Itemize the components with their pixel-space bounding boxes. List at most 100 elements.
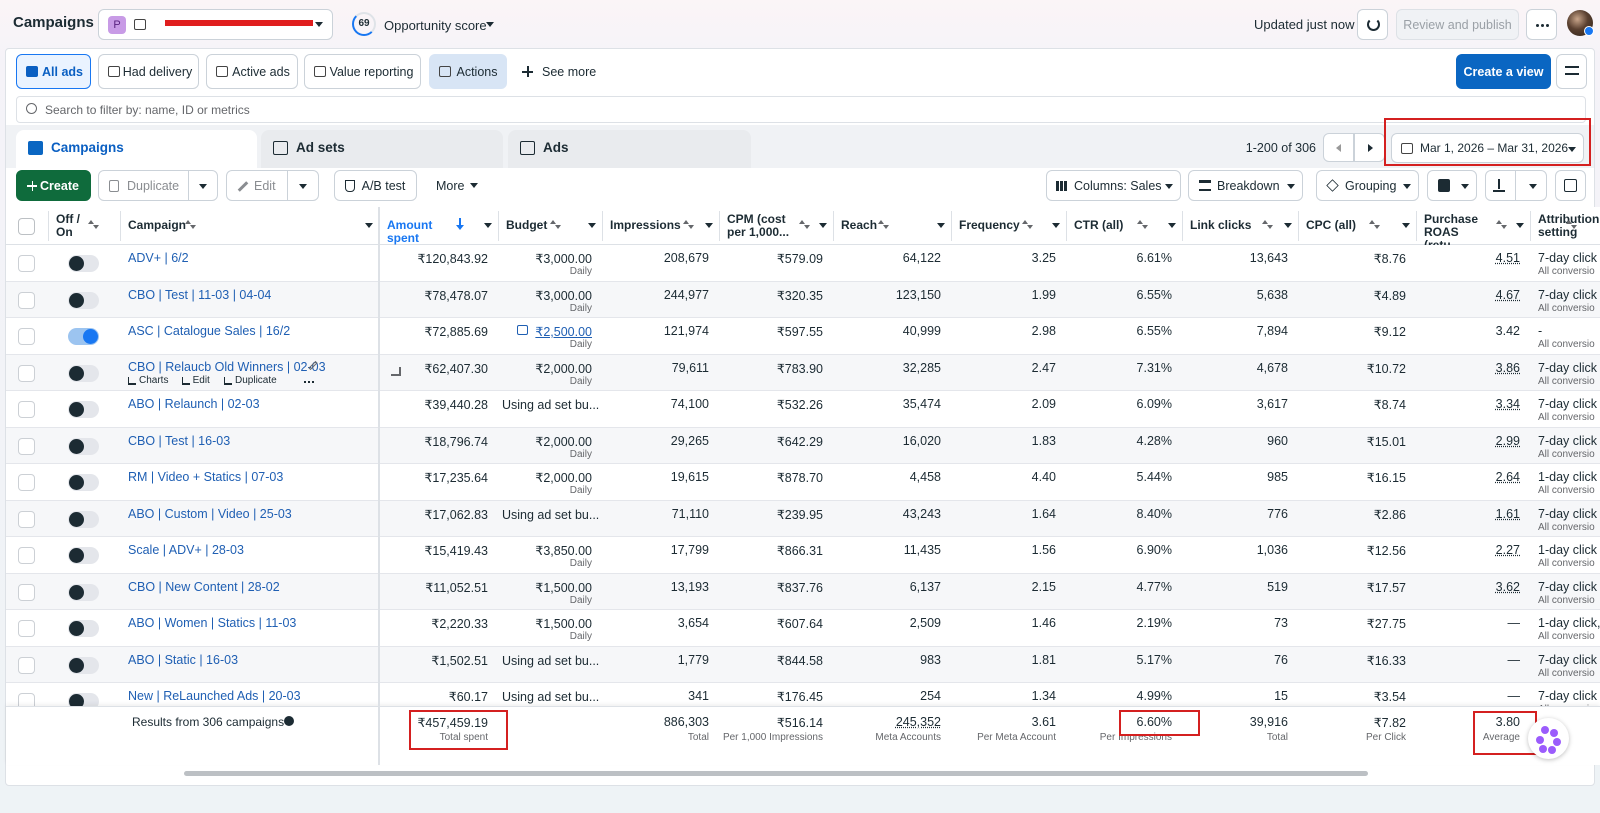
row-checkbox[interactable]: [18, 255, 35, 272]
toggle[interactable]: [68, 364, 99, 382]
row-action-more[interactable]: [304, 380, 315, 383]
campaign-name[interactable]: Scale | ADV+ | 28-03: [128, 543, 244, 557]
toggle[interactable]: [68, 291, 99, 309]
view-settings-button[interactable]: [1556, 54, 1587, 89]
next-page[interactable]: [1354, 133, 1385, 162]
toggle[interactable]: [68, 620, 99, 637]
toggle[interactable]: [68, 437, 99, 455]
campaign-name[interactable]: CBO | Relaucb Old Winners | 02-03: [128, 359, 326, 374]
scrollbar-thumb[interactable]: [184, 771, 1368, 776]
highlight-box: [409, 710, 508, 750]
filter-chip[interactable]: Had delivery: [98, 54, 199, 89]
column-header[interactable]: Budget: [498, 207, 602, 245]
column-header[interactable]: Frequency: [951, 207, 1066, 245]
header-checkbox[interactable]: [18, 218, 35, 235]
cell-cpc: ₹27.75: [1366, 617, 1406, 631]
column-divider: [1530, 211, 1531, 241]
breakdown-button[interactable]: Breakdown: [1188, 170, 1303, 201]
tab[interactable]: Ads: [508, 130, 751, 168]
prev-page[interactable]: [1323, 133, 1354, 162]
toggle[interactable]: [68, 401, 99, 418]
edit-button[interactable]: Edit: [226, 170, 319, 201]
column-header[interactable]: Impressions: [602, 207, 719, 245]
row-checkbox[interactable]: [18, 693, 35, 706]
columns-button[interactable]: Columns: Sales: [1046, 170, 1181, 201]
row-checkbox[interactable]: [18, 547, 35, 564]
table-row: CBO | New Content | 28-02 ₹11,052.51 ₹1,50…: [6, 573, 1600, 610]
refresh-button[interactable]: [1357, 9, 1388, 40]
cell-link-clicks: 776: [1267, 506, 1288, 521]
row-checkbox[interactable]: [18, 656, 35, 674]
row-checkbox[interactable]: [18, 437, 35, 455]
toggle[interactable]: [68, 510, 99, 528]
column-header[interactable]: Amount spent: [379, 207, 498, 245]
toggle[interactable]: [68, 328, 99, 345]
caret-icon: [486, 22, 494, 27]
chart-button[interactable]: [1555, 170, 1586, 201]
filter-chip[interactable]: Actions: [429, 54, 507, 89]
cell-frequency: 1.46: [1031, 616, 1056, 630]
column-header[interactable]: CPC (all): [1298, 207, 1416, 245]
campaign-name[interactable]: ABO | Relaunch | 02-03: [128, 397, 260, 411]
duplicate-button[interactable]: Duplicate: [98, 170, 218, 201]
column-header[interactable]: Purchase ROAS (retu...: [1416, 207, 1530, 252]
column-header[interactable]: Link clicks: [1182, 207, 1298, 245]
ab-test-button[interactable]: A/B test: [334, 170, 417, 201]
overflow-button[interactable]: [1526, 9, 1557, 40]
toggle[interactable]: [68, 474, 99, 491]
see-more[interactable]: See more: [542, 65, 597, 79]
toggle[interactable]: [68, 693, 99, 706]
campaign-name[interactable]: ADV+ | 6/2: [128, 251, 189, 265]
toggle[interactable]: [68, 255, 99, 272]
more-button[interactable]: More: [427, 170, 487, 201]
column-header[interactable]: Attribution setting: [1530, 207, 1600, 245]
caret-icon: [1052, 223, 1060, 228]
toggle[interactable]: [68, 547, 99, 564]
row-action[interactable]: Charts: [139, 374, 169, 386]
campaign-name[interactable]: CBO | Test | 11-03 | 04-04: [128, 287, 272, 302]
row-action[interactable]: Edit: [192, 374, 210, 386]
column-divider: [1066, 211, 1067, 241]
campaign-name[interactable]: RM | Video + Statics | 07-03: [128, 470, 284, 484]
campaign-name[interactable]: New | ReLaunched Ads | 20-03: [128, 689, 301, 703]
campaign-name[interactable]: CBO | New Content | 28-02: [128, 579, 280, 594]
campaign-name[interactable]: ASC | Catalogue Sales | 16/2: [128, 324, 291, 338]
column-header[interactable]: Off / On: [48, 207, 120, 245]
opportunity-label[interactable]: Opportunity score: [384, 18, 487, 33]
caret-icon: [1461, 184, 1469, 189]
row-checkbox[interactable]: [18, 510, 35, 528]
grouping-button[interactable]: Grouping: [1316, 170, 1419, 201]
filter-chip[interactable]: All ads: [16, 54, 91, 89]
assistant-button[interactable]: [1528, 718, 1569, 759]
export-button[interactable]: [1485, 170, 1547, 201]
account-selector[interactable]: P: [98, 9, 333, 40]
tab[interactable]: Ad sets: [261, 130, 503, 168]
filter-chip[interactable]: Value reporting: [304, 54, 421, 89]
campaign-name[interactable]: ABO | Women | Statics | 11-03: [128, 616, 297, 630]
column-header[interactable]: Campaign: [120, 207, 379, 245]
column-header[interactable]: CTR (all): [1066, 207, 1182, 245]
tab[interactable]: Campaigns: [16, 130, 257, 168]
row-checkbox[interactable]: [18, 583, 35, 601]
date-range-button[interactable]: Mar 1, 2026 – Mar 31, 2026: [1391, 133, 1584, 163]
campaign-name[interactable]: CBO | Test | 16-03: [128, 433, 231, 448]
create-button[interactable]: Create: [16, 170, 91, 201]
column-header[interactable]: CPM (cost per 1,000...: [719, 207, 833, 245]
row-checkbox[interactable]: [18, 291, 35, 309]
row-action[interactable]: Duplicate: [235, 374, 277, 386]
row-checkbox[interactable]: [18, 620, 35, 637]
row-checkbox[interactable]: [18, 401, 35, 418]
create-view-button[interactable]: Create a view: [1456, 54, 1551, 89]
row-checkbox[interactable]: [18, 364, 35, 382]
toggle[interactable]: [68, 656, 99, 674]
row-checkbox[interactable]: [18, 328, 35, 345]
filter-chip[interactable]: Active ads: [206, 54, 298, 89]
campaign-name[interactable]: ABO | Static | 16-03: [128, 652, 239, 667]
publish-button[interactable]: Review and publish: [1396, 9, 1519, 40]
row-checkbox[interactable]: [18, 474, 35, 491]
search-box[interactable]: Search to filter by: name, ID or metrics: [16, 96, 1586, 123]
column-header[interactable]: Reach: [833, 207, 951, 245]
report-button[interactable]: [1427, 170, 1477, 201]
campaign-name[interactable]: ABO | Custom | Video | 25-03: [128, 506, 292, 521]
toggle[interactable]: [68, 583, 99, 601]
